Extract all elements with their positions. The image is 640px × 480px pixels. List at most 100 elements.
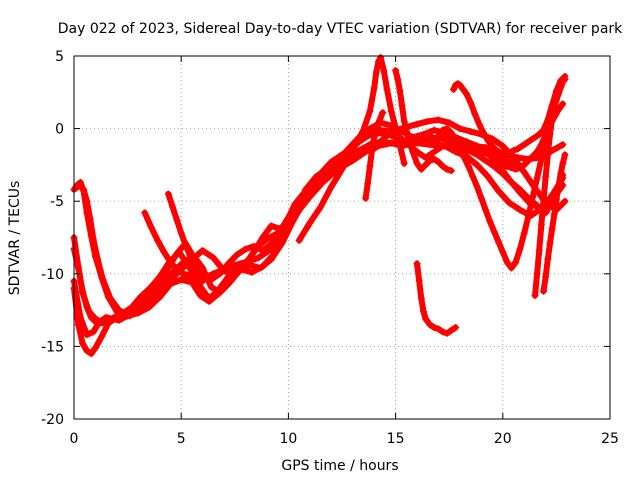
data-point <box>449 85 457 93</box>
data-point <box>199 247 207 255</box>
data-point <box>499 142 507 150</box>
data-point <box>104 316 112 324</box>
data-point <box>430 139 438 147</box>
data-point <box>548 114 556 122</box>
data-point <box>413 159 421 167</box>
y-tick-label: 0 <box>55 122 64 138</box>
data-point <box>439 126 447 134</box>
data-point <box>430 148 438 156</box>
data-point <box>374 119 382 127</box>
data-point <box>559 159 567 167</box>
data-point <box>169 203 177 211</box>
data-point <box>188 279 196 287</box>
data-point <box>520 229 528 237</box>
data-point <box>503 162 511 170</box>
data-point <box>516 186 524 194</box>
data-point <box>452 324 460 332</box>
data-point <box>490 162 498 170</box>
data-point <box>359 126 367 134</box>
data-point <box>475 120 483 128</box>
data-point <box>362 194 370 202</box>
data-point <box>520 168 528 176</box>
data-point <box>387 139 395 147</box>
data-point <box>559 100 567 108</box>
data-point <box>224 260 232 268</box>
data-point <box>126 312 134 320</box>
data-point <box>424 117 432 125</box>
data-point <box>512 165 520 173</box>
data-point <box>452 136 460 144</box>
data-point <box>447 139 455 147</box>
data-point <box>224 280 232 288</box>
data-point <box>306 186 314 194</box>
data-point <box>164 190 172 198</box>
data-point <box>409 148 417 156</box>
x-tick-label: 25 <box>601 431 619 447</box>
data-point <box>94 255 102 263</box>
data-point <box>447 167 455 175</box>
data-point <box>443 125 451 133</box>
data-point <box>267 255 275 263</box>
data-point <box>518 142 526 150</box>
data-point <box>447 129 455 137</box>
data-point <box>486 146 494 154</box>
data-point <box>106 294 114 302</box>
data-point <box>544 151 552 159</box>
data-point <box>510 146 518 154</box>
data-point <box>248 268 256 276</box>
series-track-14 <box>531 75 569 300</box>
data-point <box>134 308 142 316</box>
data-point <box>383 85 391 93</box>
data-point <box>512 258 520 266</box>
data-point <box>364 180 372 188</box>
data-point <box>233 251 241 259</box>
data-point <box>154 236 162 244</box>
series-track <box>392 67 455 174</box>
data-point <box>520 161 528 169</box>
data-point <box>535 130 543 138</box>
data-point <box>552 91 560 99</box>
data-point <box>505 199 513 207</box>
data-point <box>338 151 346 159</box>
series-track <box>141 209 206 282</box>
data-point <box>482 206 490 214</box>
data-point <box>216 270 224 278</box>
data-point <box>99 276 107 284</box>
data-point <box>83 303 91 311</box>
data-point <box>156 280 164 288</box>
series-track-16 <box>164 190 207 285</box>
data-point <box>439 328 447 336</box>
data-point <box>190 261 198 269</box>
data-point <box>263 235 271 243</box>
data-point <box>561 197 569 205</box>
data-point <box>516 245 524 253</box>
data-point <box>267 222 275 230</box>
x-tick-label: 5 <box>177 431 186 447</box>
data-point <box>76 181 84 189</box>
data-point <box>443 165 451 173</box>
x-axis-title: GPS time / hours <box>281 458 398 474</box>
data-point <box>192 273 200 281</box>
data-point <box>216 289 224 297</box>
data-point <box>413 260 421 268</box>
data-point <box>89 235 97 243</box>
data-point <box>166 258 174 266</box>
data-point <box>503 258 511 266</box>
y-tick-label: -5 <box>50 194 64 210</box>
series-track-6 <box>72 116 569 320</box>
data-point <box>486 218 494 226</box>
data-point <box>527 136 535 144</box>
data-point <box>460 154 468 162</box>
data-point <box>555 183 563 191</box>
data-point <box>484 173 492 181</box>
data-point <box>79 339 87 347</box>
data-point <box>430 126 438 134</box>
data-point <box>147 223 155 231</box>
data-point <box>529 193 537 201</box>
data-point <box>327 183 335 191</box>
data-point <box>269 238 277 246</box>
data-series <box>70 53 569 358</box>
x-tick-label: 10 <box>279 431 297 447</box>
data-point <box>462 90 470 98</box>
data-point <box>550 101 558 109</box>
